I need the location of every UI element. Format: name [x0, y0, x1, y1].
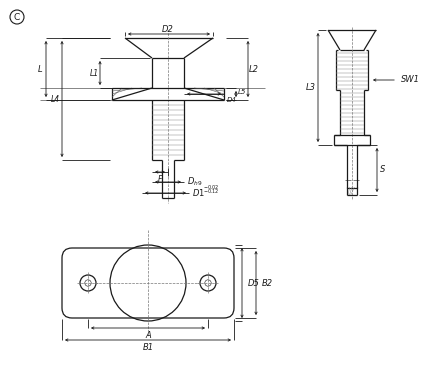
- Text: B1: B1: [143, 343, 153, 351]
- Text: L3: L3: [306, 83, 316, 92]
- Text: L4: L4: [51, 95, 60, 103]
- Text: $^{-0.02}_{-0.12}$: $^{-0.02}_{-0.12}$: [203, 183, 220, 197]
- Text: D4: D4: [227, 97, 237, 103]
- Text: A: A: [145, 330, 151, 340]
- Text: $D_{h9}$: $D_{h9}$: [187, 176, 202, 188]
- Text: L2: L2: [249, 64, 259, 74]
- Text: S: S: [380, 166, 386, 174]
- Text: L1: L1: [89, 68, 99, 78]
- Text: $D1$: $D1$: [192, 188, 205, 198]
- Text: SW1: SW1: [401, 75, 420, 85]
- Text: B2: B2: [262, 279, 273, 287]
- Text: F: F: [158, 174, 162, 184]
- Text: C: C: [14, 13, 20, 21]
- Text: D2: D2: [162, 25, 174, 33]
- Text: L5: L5: [238, 89, 246, 95]
- Text: L: L: [37, 64, 42, 74]
- Text: D5: D5: [248, 279, 260, 287]
